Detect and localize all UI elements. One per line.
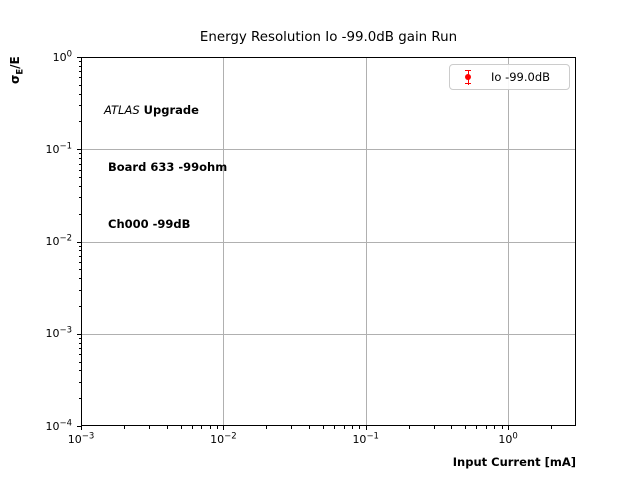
plot-area (81, 57, 576, 426)
y-tick-label: 10−1 (45, 141, 72, 156)
x-minor-tick (476, 426, 478, 429)
x-major-tick (365, 426, 367, 430)
y-minor-tick (78, 348, 81, 350)
y-minor-tick (78, 342, 81, 344)
x-minor-tick (486, 426, 488, 429)
y-major-tick (77, 57, 81, 58)
x-major-tick (508, 426, 510, 430)
x-minor-tick (550, 426, 552, 429)
errorbar-cap-bottom (465, 82, 472, 85)
y-axis-label-subscript: E (15, 68, 26, 75)
y-tick-label: 10−3 (45, 325, 72, 341)
errorbar-cap-top (465, 69, 472, 72)
y-minor-tick (78, 71, 81, 73)
y-minor-tick (78, 255, 81, 257)
x-minor-tick (408, 426, 410, 429)
chart-title: Energy Resolution Io -99.0dB gain Run (199, 30, 458, 45)
y-major-tick (77, 426, 81, 427)
x-minor-tick (266, 426, 268, 429)
y-axis-label-symbol: σ (8, 74, 22, 84)
y-tick-label: 10−4 (45, 417, 72, 433)
y-minor-tick (78, 185, 81, 187)
x-major-tick (81, 426, 82, 430)
legend-entry-label: Io -99.0dB (491, 69, 551, 84)
grid-layer (82, 58, 575, 425)
x-minor-tick (201, 426, 203, 429)
x-minor-tick (180, 426, 182, 429)
y-gridline (82, 149, 575, 151)
x-major-tick (223, 426, 225, 430)
x-minor-tick (209, 426, 211, 429)
x-minor-tick (123, 426, 125, 429)
y-minor-tick (78, 177, 81, 179)
y-minor-tick (78, 398, 81, 400)
x-minor-tick (216, 426, 218, 429)
x-minor-tick (322, 426, 324, 429)
x-minor-tick (309, 426, 311, 429)
errorbar-marker-icon (450, 65, 484, 89)
y-minor-tick (78, 269, 81, 271)
x-minor-tick (359, 426, 361, 429)
y-minor-tick (78, 65, 81, 67)
x-tick-label: 10−1 (352, 431, 379, 446)
y-gridline (82, 333, 575, 335)
x-tick-label: 100 (498, 431, 518, 446)
y-tick-label: 100 (52, 48, 72, 64)
x-tick-label: 10−2 (210, 431, 237, 446)
y-minor-tick (78, 261, 81, 263)
y-minor-tick (78, 169, 81, 171)
x-tick-label: 10−3 (67, 431, 95, 446)
y-minor-tick (78, 84, 81, 86)
y-minor-tick (78, 361, 81, 363)
x-minor-tick (334, 426, 336, 429)
x-axis-label: Input Current [mA] (452, 455, 576, 469)
y-minor-tick (78, 93, 81, 95)
legend: Io -99.0dB (449, 64, 570, 90)
annotation-line-3: Ch000 -99dB (104, 217, 191, 231)
x-minor-tick (494, 426, 496, 429)
y-minor-tick (78, 337, 81, 339)
annotation-text: ATLAS Upgrade Board 633 -99ohm Ch000 -99… (104, 63, 227, 272)
y-minor-tick (78, 289, 81, 291)
y-minor-tick (78, 153, 81, 155)
y-axis-label: σE/E (8, 56, 26, 84)
y-minor-tick (78, 158, 81, 160)
y-minor-tick (78, 370, 81, 372)
y-major-tick (77, 241, 81, 243)
y-minor-tick (78, 163, 81, 165)
x-minor-tick (191, 426, 193, 429)
annotation-experiment-name: ATLAS (104, 103, 140, 117)
x-minor-tick (166, 426, 168, 429)
y-minor-tick (78, 250, 81, 252)
y-minor-tick (78, 305, 81, 307)
x-minor-tick (291, 426, 293, 429)
y-axis-label-rest: /E (8, 56, 22, 69)
x-minor-tick (351, 426, 353, 429)
x-minor-tick (343, 426, 345, 429)
y-minor-tick (78, 245, 81, 247)
y-minor-tick (78, 354, 81, 356)
y-major-tick (77, 333, 81, 335)
y-tick-label: 10−2 (45, 233, 72, 248)
x-minor-tick (465, 426, 467, 429)
y-minor-tick (78, 61, 81, 63)
y-gridline (82, 241, 575, 243)
annotation-line-1: ATLAS Upgrade (104, 101, 227, 120)
y-minor-tick (78, 105, 81, 107)
y-major-tick (77, 149, 81, 151)
x-minor-tick (433, 426, 435, 429)
x-minor-tick (148, 426, 150, 429)
x-minor-tick (451, 426, 453, 429)
y-minor-tick (78, 197, 81, 199)
errorbar-point (465, 73, 472, 81)
annotation-line-2: Board 633 -99ohm (104, 160, 228, 174)
y-minor-tick (78, 77, 81, 79)
annotation-upgrade-label: Upgrade (139, 103, 199, 117)
y-minor-tick (78, 278, 81, 280)
y-minor-tick (78, 213, 81, 215)
x-minor-tick (501, 426, 503, 429)
y-minor-tick (78, 381, 81, 383)
y-minor-tick (78, 121, 81, 123)
